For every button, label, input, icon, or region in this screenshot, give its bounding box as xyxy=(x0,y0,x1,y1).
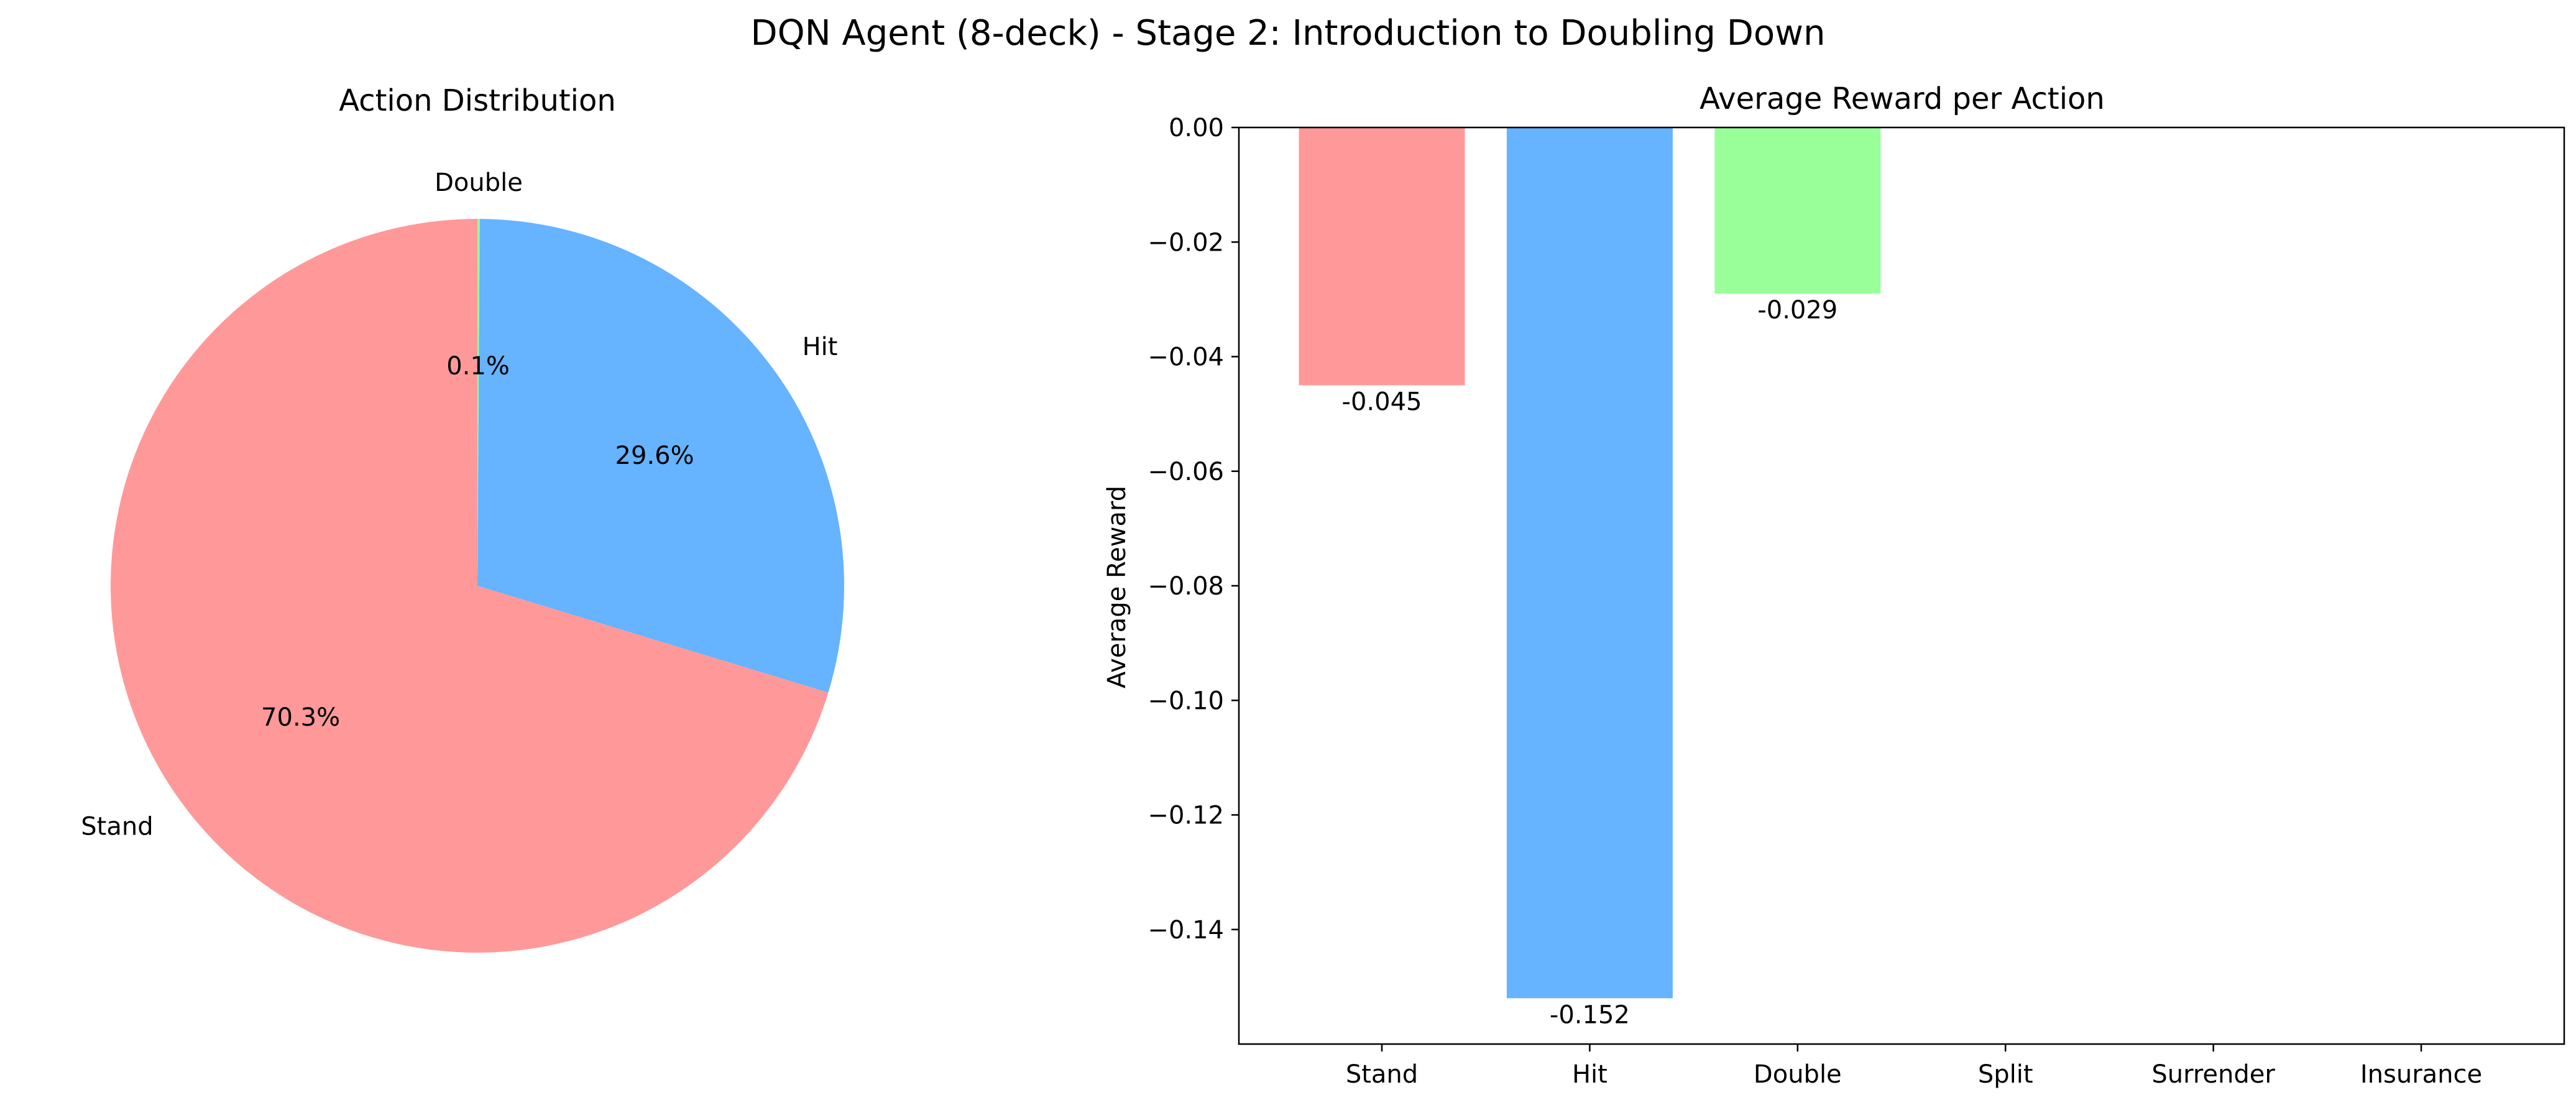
pie-chart-title: Action Distribution xyxy=(339,83,616,118)
y-tick-label-neg0p06: −0.06 xyxy=(1148,458,1224,486)
bar-y-axis-label: Average Reward xyxy=(1103,486,1131,688)
pie-label-stand: Stand xyxy=(81,812,153,841)
figure-title: DQN Agent (8-deck) - Stage 2: Introducti… xyxy=(751,13,1826,53)
bar-rects xyxy=(1299,127,1881,999)
bar-stand xyxy=(1299,127,1465,386)
y-tick-label-neg0p12: −0.12 xyxy=(1148,802,1224,830)
bar-hit xyxy=(1506,127,1673,999)
pie-label-double: Double xyxy=(435,169,523,197)
pie-slices xyxy=(110,218,844,953)
bar-chart-title: Average Reward per Action xyxy=(1700,81,2105,116)
x-tick-label-double: Double xyxy=(1754,1060,1842,1089)
pie-pct-hit: 29.6% xyxy=(615,442,694,470)
pie-slice-hit xyxy=(477,219,844,693)
x-tick-label-insurance: Insurance xyxy=(2360,1060,2482,1089)
bar-value-labels: -0.045 -0.152 -0.029 xyxy=(1342,296,1838,1029)
y-tick-label-neg0p02: −0.02 xyxy=(1148,228,1224,257)
y-tick-label-neg0p04: −0.04 xyxy=(1148,343,1224,372)
pie-pct-stand: 70.3% xyxy=(261,703,340,732)
bar-x-ticks: Stand Hit Double Split Surrender Insurance xyxy=(1346,1044,2482,1089)
bar-value-label-hit: -0.152 xyxy=(1550,1001,1630,1029)
y-tick-label-0p00: 0.00 xyxy=(1169,114,1224,142)
x-tick-label-split: Split xyxy=(1978,1060,2033,1089)
bar-y-ticks: 0.00 −0.02 −0.04 −0.06 −0.08 −0.10 −0.12 −0.14 xyxy=(1148,114,1239,945)
x-tick-label-hit: Hit xyxy=(1572,1060,1608,1089)
x-tick-label-stand: Stand xyxy=(1346,1060,1418,1089)
y-tick-label-neg0p10: −0.10 xyxy=(1148,687,1224,715)
y-tick-label-neg0p08: −0.08 xyxy=(1148,572,1224,601)
pie-labels: Stand 70.3% Hit 29.6% Double 0.1% xyxy=(81,169,837,841)
pie-pct-double: 0.1% xyxy=(446,352,510,381)
pie-slice-double xyxy=(477,218,480,586)
pie-label-hit: Hit xyxy=(803,333,838,361)
bar-chart: Average Reward per Action 0.00 −0.02 −0.04… xyxy=(1103,81,2565,1089)
bar-value-label-stand: -0.045 xyxy=(1342,388,1422,417)
bar-value-label-double: -0.029 xyxy=(1757,296,1838,325)
pie-chart: Action Distribution Stand 70.3% Hit 29.6% Do… xyxy=(81,83,844,953)
pie-slice-stand xyxy=(110,219,829,953)
bar-double xyxy=(1714,127,1881,294)
y-tick-label-neg0p14: −0.14 xyxy=(1148,916,1224,945)
x-tick-label-surrender: Surrender xyxy=(2151,1060,2275,1089)
